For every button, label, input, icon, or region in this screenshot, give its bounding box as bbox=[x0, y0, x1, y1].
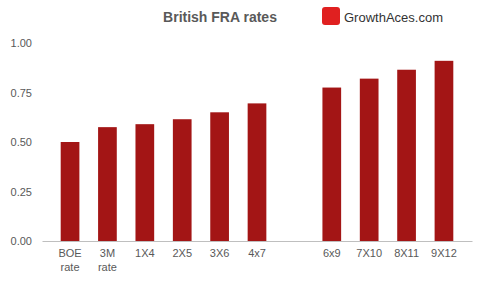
x-tick-label: BOE rate bbox=[58, 247, 81, 273]
x-tick: 7X10 bbox=[356, 241, 382, 259]
x-tick-label-line: rate bbox=[98, 261, 117, 273]
bar bbox=[210, 112, 229, 241]
logo: GrowthAces.com bbox=[322, 7, 443, 25]
x-tick: 8X11 bbox=[394, 241, 419, 259]
x-tick: 1X4 bbox=[135, 241, 155, 259]
y-tick: 0.00 bbox=[11, 235, 42, 247]
y-axis: 0.00 0.25 0.50 0.75 1.00 bbox=[11, 37, 43, 247]
x-axis-line bbox=[43, 241, 473, 242]
x-tick-label-line: 4x7 bbox=[248, 247, 266, 259]
y-tick-label: 0.25 bbox=[11, 186, 32, 198]
chart: British FRA ratesGrowthAces.com0.000.250… bbox=[0, 0, 480, 288]
x-tick-label: 6x9 bbox=[323, 247, 341, 259]
x-tick-label: 4x7 bbox=[248, 247, 266, 259]
x-tick: 3M rate bbox=[98, 241, 117, 273]
x-tick-label-line: BOE bbox=[58, 247, 81, 259]
logo-icon bbox=[322, 7, 340, 25]
bar bbox=[135, 124, 154, 241]
bar bbox=[397, 70, 416, 241]
bar bbox=[248, 103, 267, 241]
x-tick-label: 3X6 bbox=[210, 247, 230, 259]
plot: 0.00 0.25 0.50 0.75 1.00 BOE rate 3M rate 1X4 2X5 3… bbox=[11, 37, 473, 273]
y-axis-line bbox=[42, 44, 43, 242]
x-tick-label: 2X5 bbox=[172, 247, 192, 259]
x-tick-label-line: rate bbox=[61, 261, 80, 273]
y-tick-label: 0.50 bbox=[11, 136, 32, 148]
x-tick-label-line: 3M bbox=[100, 247, 115, 259]
y-tick: 0.25 bbox=[11, 186, 42, 198]
x-tick: 4x7 bbox=[248, 241, 266, 259]
x-tick-label-line: 6x9 bbox=[323, 247, 341, 259]
x-tick-label-line: 3X6 bbox=[210, 247, 230, 259]
annotation: GrowthAces.com bbox=[344, 10, 443, 25]
y-tick: 0.50 bbox=[11, 136, 42, 148]
y-tick-label: 0.75 bbox=[11, 87, 32, 99]
x-tick-label-line: 8X11 bbox=[394, 247, 419, 259]
y-tick-label: 0.00 bbox=[11, 235, 32, 247]
x-tick-label-line: 7X10 bbox=[356, 247, 382, 259]
title: British FRA rates bbox=[163, 9, 277, 25]
y-tick: 0.75 bbox=[11, 87, 42, 99]
x-tick-label-line: 9X12 bbox=[431, 247, 457, 259]
x-tick-label-line: 2X5 bbox=[172, 247, 192, 259]
bar bbox=[435, 61, 454, 241]
x-tick-label: 3M rate bbox=[98, 247, 117, 273]
x-tick: 3X6 bbox=[210, 241, 230, 259]
bar bbox=[61, 142, 80, 241]
x-tick-label-line: 1X4 bbox=[135, 247, 155, 259]
x-tick: BOE rate bbox=[58, 241, 81, 273]
bar bbox=[322, 88, 341, 241]
x-tick-label: 7X10 bbox=[356, 247, 382, 259]
bar bbox=[173, 119, 192, 241]
bar bbox=[360, 79, 379, 241]
x-axis: BOE rate 3M rate 1X4 2X5 3X6 4x7 6x9 7X10 8X11 9X12 bbox=[43, 241, 473, 273]
x-tick-label: 8X11 bbox=[394, 247, 419, 259]
x-tick-label: 9X12 bbox=[431, 247, 457, 259]
x-tick: 9X12 bbox=[431, 241, 457, 259]
y-tick-label: 1.00 bbox=[11, 37, 32, 49]
bar bbox=[98, 127, 117, 241]
bars bbox=[61, 61, 454, 241]
y-tick: 1.00 bbox=[11, 37, 42, 49]
x-tick: 6x9 bbox=[323, 241, 341, 259]
x-tick-label: 1X4 bbox=[135, 247, 155, 259]
x-tick: 2X5 bbox=[172, 241, 192, 259]
